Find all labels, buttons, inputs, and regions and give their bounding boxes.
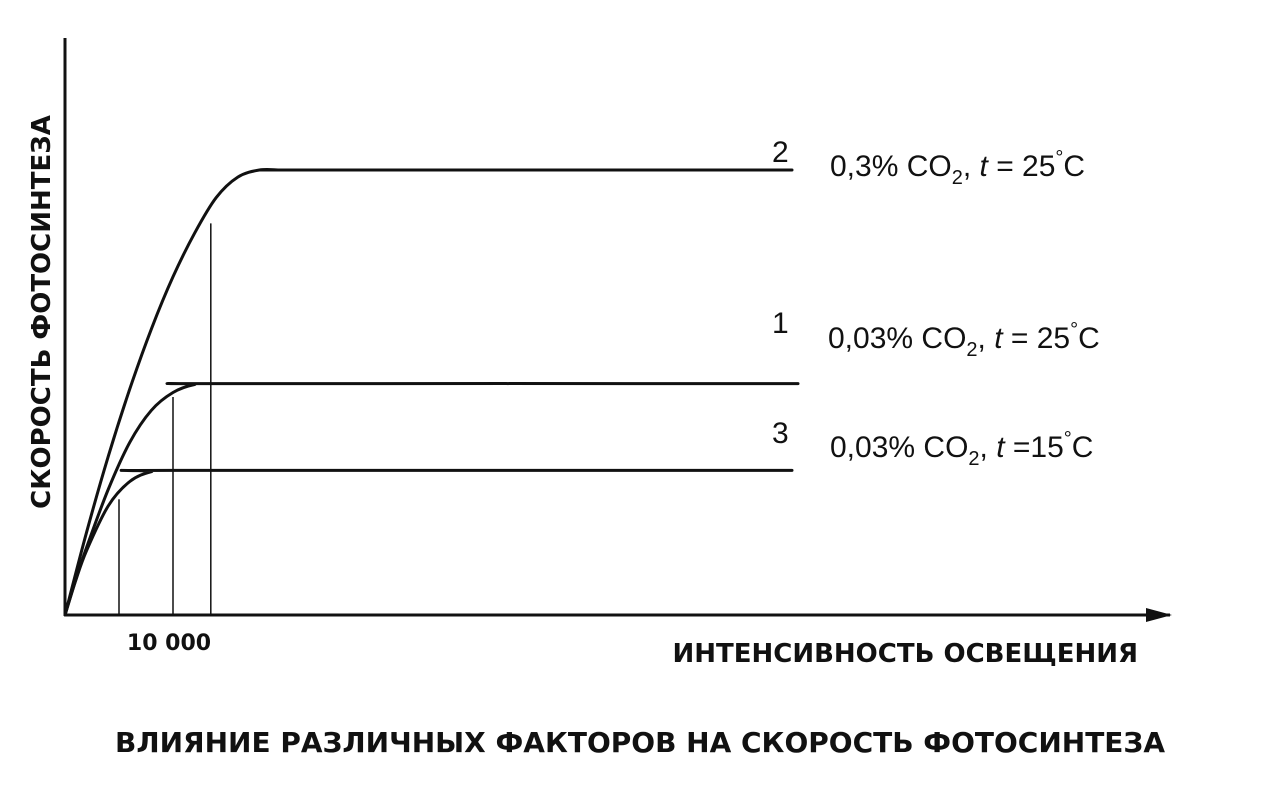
plot-area: 2 0,3% CO2, t = 25°C 1 0,03% CO2, t = 25°C 3… — [63, 136, 1100, 656]
series-number-1: 1 — [772, 307, 789, 340]
y-axis-label: СКОРОСТЬ ФОТОСИНТЕЗА — [27, 115, 57, 509]
chart-title: ВЛИЯНИЕ РАЗЛИЧНЫХ ФАКТОРОВ НА СКОРОСТЬ Ф… — [115, 726, 1165, 759]
series-number-2: 2 — [772, 136, 789, 169]
series-line-3 — [63, 468, 794, 617]
series-line-1 — [63, 382, 800, 617]
series-number-3: 3 — [772, 417, 789, 450]
series-condition-2: 0,3% CO2, t = 25°C — [830, 147, 1085, 189]
x-axis-label: ИНТЕНСИВНОСТЬ ОСВЕЩЕНИЯ — [672, 639, 1138, 669]
x-tick-label: 10 000 — [127, 631, 211, 656]
series-line-2 — [63, 167, 794, 617]
series-condition-1: 0,03% CO2, t = 25°C — [828, 319, 1100, 361]
series-condition-3: 0,03% CO2, t =15°C — [830, 428, 1093, 470]
